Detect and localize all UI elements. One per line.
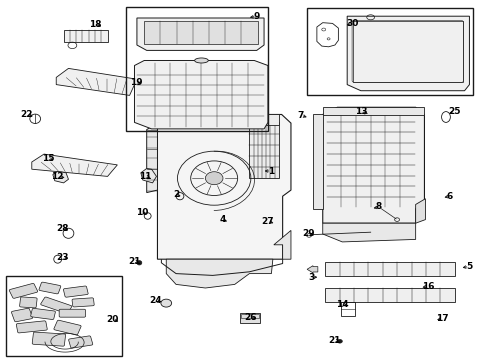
Ellipse shape — [194, 58, 208, 63]
Polygon shape — [273, 230, 290, 259]
FancyBboxPatch shape — [16, 321, 47, 333]
FancyBboxPatch shape — [63, 286, 88, 297]
Bar — [322, 107, 424, 115]
Text: 9: 9 — [253, 12, 260, 21]
Polygon shape — [53, 171, 68, 183]
Polygon shape — [415, 199, 425, 223]
Bar — [126, 7, 267, 131]
Text: 16: 16 — [421, 282, 433, 291]
Polygon shape — [312, 114, 322, 209]
Text: 22: 22 — [20, 110, 33, 119]
Polygon shape — [134, 60, 267, 129]
Text: 19: 19 — [129, 77, 142, 86]
Polygon shape — [141, 168, 156, 183]
Polygon shape — [56, 68, 137, 95]
Text: 12: 12 — [51, 172, 64, 181]
Text: 15: 15 — [41, 154, 54, 163]
Bar — [239, 313, 260, 323]
Text: 4: 4 — [219, 215, 225, 224]
FancyBboxPatch shape — [11, 308, 33, 322]
Bar — [63, 30, 107, 42]
Bar — [240, 314, 259, 318]
Bar — [341, 302, 354, 316]
FancyBboxPatch shape — [32, 332, 65, 346]
Ellipse shape — [337, 339, 342, 343]
Text: 3: 3 — [308, 273, 314, 282]
Bar — [325, 262, 454, 276]
Bar — [144, 21, 257, 44]
Polygon shape — [322, 107, 424, 223]
FancyBboxPatch shape — [31, 308, 55, 320]
Polygon shape — [166, 259, 272, 288]
Bar — [249, 122, 278, 178]
FancyBboxPatch shape — [20, 297, 37, 308]
Ellipse shape — [161, 299, 171, 307]
Text: 20: 20 — [106, 315, 119, 324]
Text: 6: 6 — [446, 192, 452, 201]
FancyBboxPatch shape — [39, 282, 61, 294]
Bar — [166, 114, 278, 125]
Polygon shape — [346, 16, 468, 91]
Bar — [325, 288, 454, 302]
Text: 25: 25 — [447, 107, 460, 116]
Text: 13: 13 — [354, 107, 366, 116]
Text: 30: 30 — [345, 19, 358, 28]
Polygon shape — [157, 114, 290, 259]
Polygon shape — [137, 18, 264, 50]
Text: 23: 23 — [56, 253, 69, 262]
FancyArrow shape — [306, 266, 317, 273]
Text: 10: 10 — [135, 208, 148, 217]
Text: 26: 26 — [244, 313, 256, 322]
Text: 11: 11 — [139, 172, 152, 181]
Text: 14: 14 — [335, 300, 348, 309]
Polygon shape — [146, 123, 157, 193]
Text: 24: 24 — [149, 296, 162, 305]
Bar — [306, 8, 472, 95]
Ellipse shape — [137, 261, 142, 265]
Text: 18: 18 — [89, 20, 102, 29]
Polygon shape — [322, 223, 415, 242]
Circle shape — [205, 172, 223, 185]
Text: 7: 7 — [297, 111, 304, 120]
Bar — [352, 21, 462, 82]
Text: 1: 1 — [268, 166, 274, 175]
Text: 28: 28 — [56, 224, 69, 233]
Text: 5: 5 — [466, 262, 471, 271]
Text: 27: 27 — [261, 217, 274, 226]
Text: 29: 29 — [301, 230, 314, 238]
FancyBboxPatch shape — [54, 320, 81, 335]
FancyBboxPatch shape — [72, 298, 94, 307]
Text: 2: 2 — [173, 190, 179, 199]
FancyBboxPatch shape — [59, 309, 85, 317]
Text: 8: 8 — [375, 202, 381, 211]
FancyBboxPatch shape — [68, 336, 93, 348]
FancyBboxPatch shape — [41, 297, 72, 314]
Text: 21: 21 — [328, 336, 341, 345]
Bar — [6, 276, 122, 356]
Text: 17: 17 — [435, 314, 448, 323]
FancyBboxPatch shape — [9, 283, 38, 298]
Polygon shape — [32, 154, 117, 176]
Text: 21: 21 — [128, 256, 141, 266]
